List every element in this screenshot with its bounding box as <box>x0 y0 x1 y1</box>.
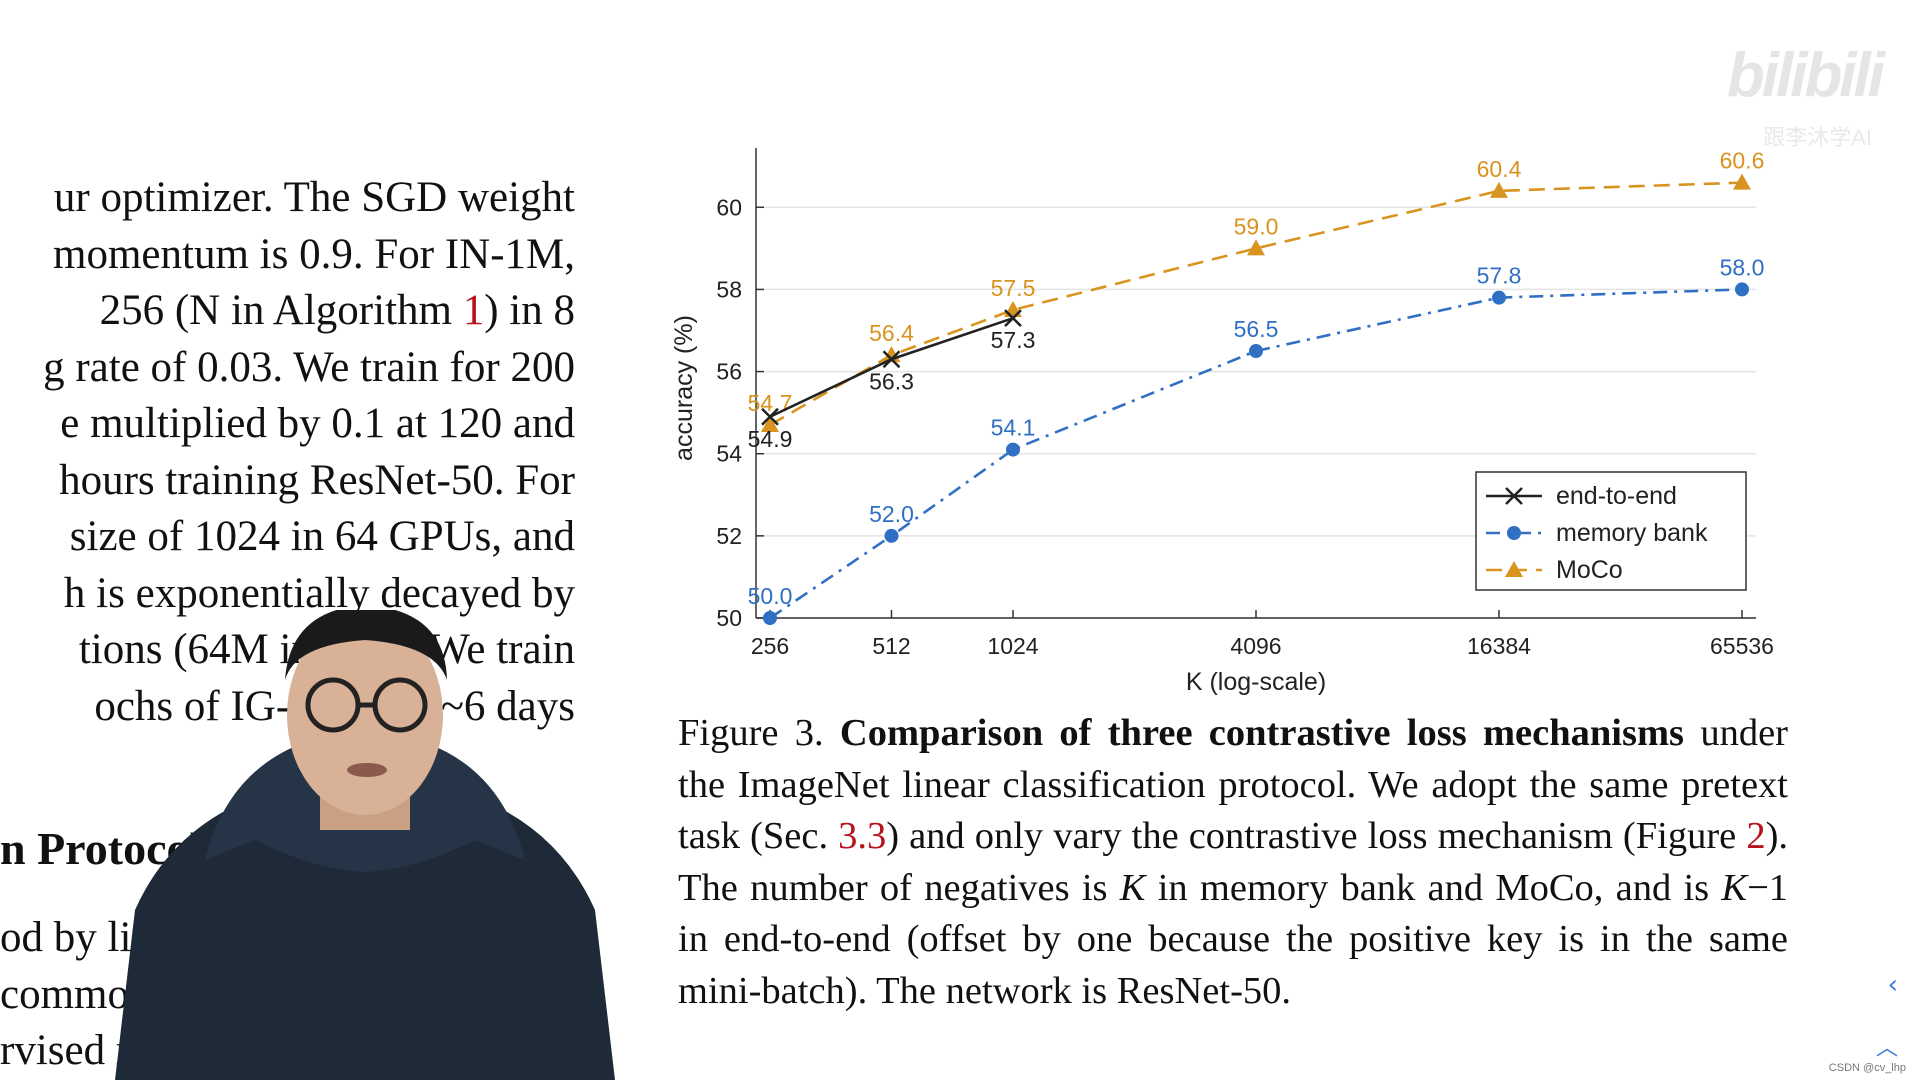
memory-bank-data-label: 54.1 <box>991 415 1036 441</box>
caption-k-symbol: K <box>1119 866 1146 909</box>
end-to-end-data-label: 54.9 <box>748 426 793 452</box>
x-axis-label: K (log-scale) <box>1186 668 1326 696</box>
end-to-end-point <box>1004 309 1022 328</box>
paper-body-text: ur optimizer. The SGD weight momentum is … <box>0 170 575 735</box>
y-axis-label: accuracy (%) <box>670 315 698 461</box>
algorithm-ref-link[interactable]: 1 <box>462 287 485 334</box>
moco-line <box>769 181 1743 427</box>
legend-label-memory-bank: memory bank <box>1556 519 1708 547</box>
chevron-left-icon[interactable]: ‹ <box>1887 970 1898 1000</box>
moco-data-label: 54.7 <box>748 390 793 416</box>
presenter-glasses <box>305 677 428 733</box>
paper-text-line: size of 1024 in 64 GPUs, and <box>0 509 575 566</box>
caption-text-5: −1 in end-to-end (offset by one because … <box>678 866 1789 1012</box>
moco-data-label: 59.0 <box>1234 213 1279 239</box>
memory-bank-data-label: 52.0 <box>869 501 914 527</box>
watermark-logo: bilibili <box>1726 41 1885 110</box>
caption-text-4: in memory bank and MoCo, and is <box>1157 866 1710 909</box>
watermark-channel: 跟李沐学AI <box>1763 125 1872 150</box>
memory-bank-data-label: 57.8 <box>1477 263 1522 289</box>
moco-point <box>1733 173 1751 190</box>
legend-label-moco: MoCo <box>1556 556 1623 584</box>
paper-text-segment: 256 (N in Algorithm <box>99 287 463 334</box>
figure-ref-link[interactable]: 2 <box>1746 815 1766 857</box>
x-tick-label: 512 <box>872 633 910 659</box>
moco-point <box>761 415 779 432</box>
paper-text-line: ur optimizer. The SGD weight <box>0 170 575 227</box>
moco-data-label: 60.4 <box>1477 156 1522 182</box>
paper-text-segment: e multiplied by 0.1 at 120 and <box>60 400 575 447</box>
paper-text-segment: ur optimizer. The SGD weight <box>53 174 575 221</box>
y-tick-label: 60 <box>716 194 742 220</box>
moco-data-label: 56.4 <box>869 320 914 346</box>
section-ref-link[interactable]: 3.3 <box>838 815 887 857</box>
csdn-credit: CSDN @cv_lhp <box>1828 1062 1906 1074</box>
y-tick-label: 54 <box>716 441 742 467</box>
bilibili-watermark: bilibili 跟李沐学AI <box>1726 40 1885 150</box>
legend-label-end-to-end: end-to-end <box>1556 482 1677 510</box>
paper-text-segment: hours training ResNet-50. For <box>59 456 575 504</box>
paper-text-segment: h is exponentially decayed by <box>63 569 575 617</box>
memory-bank-data-label: 58.0 <box>1720 254 1765 280</box>
legend-marker-end-to-end <box>1505 487 1523 505</box>
memory-bank-data-label: 50.0 <box>748 583 793 609</box>
caption-text-3: ). The number of negatives is <box>678 815 1789 909</box>
memory-bank-point <box>884 528 899 543</box>
x-tick-label: 65536 <box>1710 633 1774 659</box>
paper-text-line: g rate of 0.03. We train for 200 <box>0 340 575 397</box>
memory-bank-point <box>763 611 777 625</box>
end-to-end-point <box>761 407 779 426</box>
presenter-hair <box>285 610 447 680</box>
moco-data-label: 57.5 <box>991 275 1036 301</box>
memory-bank-point <box>1006 442 1020 457</box>
x-tick-label: 1024 <box>987 633 1038 659</box>
y-tick-label: 50 <box>716 605 742 631</box>
presenter-mouth <box>347 763 387 777</box>
paper-text-line: e multiplied by 0.1 at 120 and <box>0 396 575 453</box>
caption-text-1: under the ImageNet linear classification… <box>678 712 1788 857</box>
end-to-end-point <box>882 350 901 369</box>
moco-data-label: 60.6 <box>1720 148 1765 174</box>
presenter-hoodie <box>115 770 615 1080</box>
y-tick-label: 56 <box>716 359 742 385</box>
paper-text-line: momentum is 0.9. For IN-1M, <box>0 227 575 284</box>
paper-text-line: 256 (N in Algorithm 1) in 8 <box>0 283 575 340</box>
x-tick-label: 4096 <box>1230 633 1281 659</box>
figure-caption: Figure 3. Comparison of three contrastiv… <box>678 708 1788 1017</box>
paper-text-line: hours training ResNet-50. For <box>0 453 575 510</box>
caption-text-2: ) and only vary the contrastive loss mec… <box>886 815 1737 857</box>
legend-marker-moco <box>1505 561 1523 577</box>
end-to-end-data-label: 57.3 <box>991 327 1036 353</box>
paper-text-line: h is exponentially decayed by <box>0 566 575 623</box>
x-tick-label: 16384 <box>1467 633 1531 659</box>
memory-bank-data-label: 56.5 <box>1234 316 1279 342</box>
y-tick-label: 52 <box>716 523 742 549</box>
moco-point <box>1247 239 1265 256</box>
chevron-up-icon[interactable]: ︿ <box>1875 1036 1898 1061</box>
memory-bank-point <box>1735 282 1749 297</box>
y-tick-label: 58 <box>716 276 742 302</box>
paper-text-segment: ) in 8 <box>484 287 575 334</box>
caption-label: Figure 3. <box>678 712 824 754</box>
legend-marker-memory-bank <box>1507 526 1521 540</box>
memory-bank-line <box>769 288 1743 620</box>
end-to-end-data-label: 56.3 <box>869 368 914 394</box>
caption-bold-title: Comparison of three contrastive loss mec… <box>839 712 1685 754</box>
presenter-face <box>287 615 443 815</box>
x-tick-label: 256 <box>751 633 789 659</box>
moco-point <box>1490 181 1508 198</box>
memory-bank-point <box>1249 344 1263 359</box>
paper-text-segment: size of 1024 in 64 GPUs, and <box>69 513 575 560</box>
paper-text-segment: g rate of 0.03. We train for 200 <box>43 343 575 391</box>
paper-text-segment: momentum is 0.9. For IN-1M, <box>53 230 575 278</box>
memory-bank-point <box>1492 290 1506 305</box>
caption-k-symbol: K <box>1721 866 1748 909</box>
accuracy-chart: 50 52 54 56 58 60 256 512 1024 4096 16384 65536 K (l… <box>670 148 1774 696</box>
presenter-video <box>115 610 615 1080</box>
